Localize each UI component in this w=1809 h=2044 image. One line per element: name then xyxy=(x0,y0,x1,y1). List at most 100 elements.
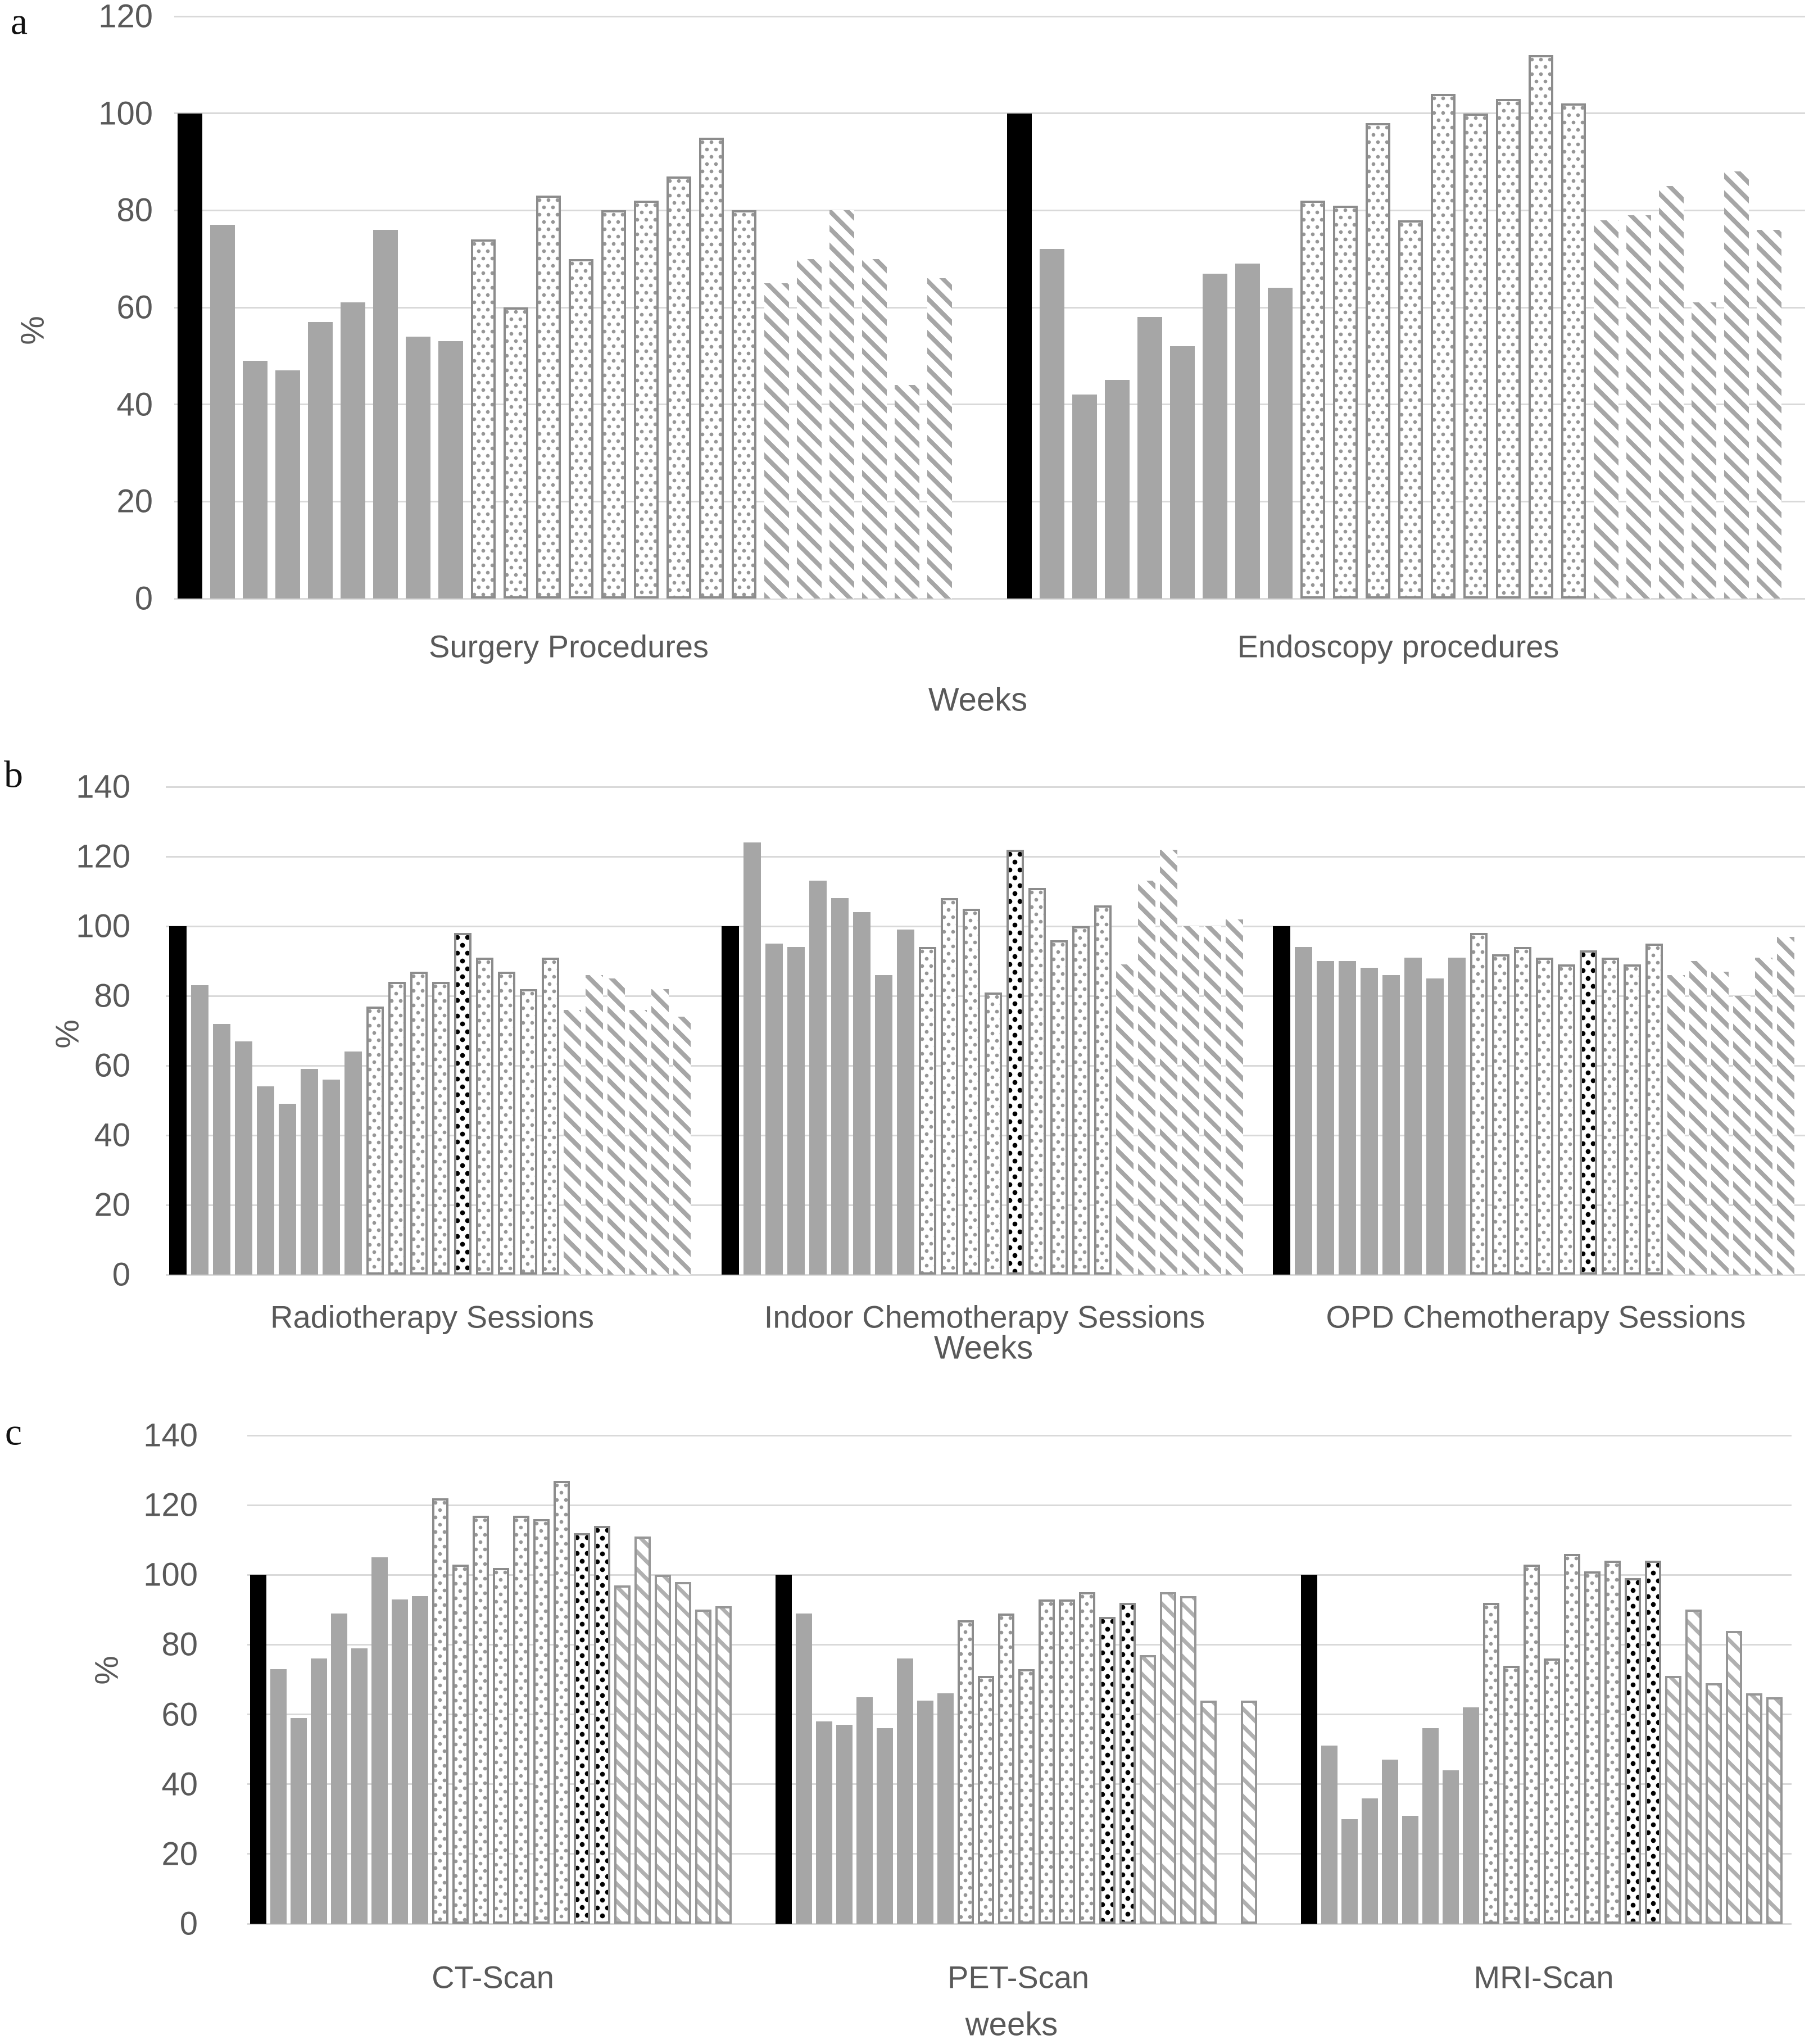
gridline-c-0 xyxy=(247,1923,1792,1925)
bar-c-1-12 xyxy=(1018,1669,1035,1924)
bar-c-1-2 xyxy=(816,1721,832,1924)
bar-b-2-6 xyxy=(1404,958,1422,1275)
bar-b-2-11 xyxy=(1514,947,1531,1275)
panel-letter-a: a xyxy=(10,0,28,43)
bar-a-1-10 xyxy=(1333,206,1358,599)
bar-a-0-22 xyxy=(895,385,919,599)
y-axis-title-b: % xyxy=(49,1019,86,1049)
bar-c-1-8 xyxy=(937,1693,954,1924)
bar-c-1-10 xyxy=(978,1676,994,1924)
bar-b-1-1 xyxy=(743,842,761,1275)
y-tick-label-b-140: 140 xyxy=(76,768,130,805)
gridline-a-0 xyxy=(174,597,1805,600)
y-tick-label-a-60: 60 xyxy=(116,289,153,326)
bar-b-2-9 xyxy=(1470,933,1488,1275)
bar-a-1-3 xyxy=(1105,380,1130,599)
bar-b-0-7 xyxy=(323,1080,340,1275)
bar-b-2-20 xyxy=(1711,972,1729,1275)
y-tick-label-a-100: 100 xyxy=(98,95,153,132)
bar-a-1-0 xyxy=(1007,114,1032,599)
bar-c-0-21 xyxy=(675,1582,691,1924)
bar-b-1-23 xyxy=(1226,919,1243,1275)
bar-b-2-15 xyxy=(1602,958,1619,1275)
bar-a-0-19 xyxy=(797,259,822,599)
bar-a-0-14 xyxy=(634,201,659,599)
panel-letter-b: b xyxy=(4,753,23,796)
bar-b-1-13 xyxy=(1006,850,1024,1275)
bar-b-0-14 xyxy=(476,958,493,1275)
bar-group-c-2 xyxy=(1301,1435,1787,1924)
bar-c-2-9 xyxy=(1483,1603,1499,1924)
bar-a-1-20 xyxy=(1659,186,1684,599)
bar-c-1-23 xyxy=(1241,1701,1257,1924)
bar-b-2-12 xyxy=(1536,958,1553,1275)
bar-b-0-1 xyxy=(191,985,208,1275)
bar-a-0-1 xyxy=(210,225,235,599)
bar-c-0-6 xyxy=(371,1557,388,1924)
group-label-b-0: Radiotherapy Sessions xyxy=(270,1299,594,1335)
bar-c-1-4 xyxy=(856,1697,873,1924)
bar-a-0-4 xyxy=(308,322,333,599)
bar-c-1-6 xyxy=(897,1658,913,1924)
bar-b-1-2 xyxy=(765,944,783,1275)
bar-c-1-14 xyxy=(1059,1599,1075,1924)
bar-c-0-15 xyxy=(554,1481,570,1924)
bar-c-0-7 xyxy=(392,1599,408,1924)
y-tick-label-a-0: 0 xyxy=(134,580,153,617)
bar-c-2-21 xyxy=(1726,1631,1742,1924)
bar-group-b-1 xyxy=(722,787,1248,1275)
bar-c-1-0 xyxy=(776,1575,792,1924)
bar-group-a-1 xyxy=(1007,16,1789,599)
bar-c-0-14 xyxy=(533,1519,550,1924)
bar-b-2-10 xyxy=(1492,954,1509,1275)
bar-b-0-23 xyxy=(673,1017,691,1275)
bar-c-2-3 xyxy=(1362,1798,1378,1924)
bar-a-0-17 xyxy=(732,210,756,599)
bar-b-1-5 xyxy=(831,898,849,1275)
bar-c-2-7 xyxy=(1443,1770,1459,1924)
bar-c-1-1 xyxy=(796,1614,812,1924)
bar-b-0-4 xyxy=(257,1086,274,1275)
y-tick-label-c-20: 20 xyxy=(161,1835,198,1873)
bar-a-0-23 xyxy=(927,278,952,599)
bar-c-0-13 xyxy=(513,1516,529,1924)
gridline-b-0 xyxy=(166,1273,1805,1276)
x-axis-title-b: Weeks xyxy=(933,1329,1033,1366)
bar-b-1-12 xyxy=(985,992,1002,1275)
bar-a-1-8 xyxy=(1268,288,1293,599)
y-tick-label-a-80: 80 xyxy=(116,192,153,229)
bar-b-2-19 xyxy=(1689,961,1707,1275)
bar-a-1-4 xyxy=(1137,317,1162,599)
bar-b-0-22 xyxy=(651,989,669,1275)
bar-a-1-7 xyxy=(1235,264,1260,599)
bar-c-0-1 xyxy=(270,1669,287,1924)
bar-b-1-15 xyxy=(1050,940,1068,1275)
y-tick-label-a-20: 20 xyxy=(116,483,153,520)
bar-a-1-5 xyxy=(1170,346,1195,599)
bar-b-2-13 xyxy=(1558,964,1575,1275)
y-tick-label-c-0: 0 xyxy=(179,1905,198,1942)
bar-b-1-11 xyxy=(963,909,980,1275)
bar-group-c-1 xyxy=(776,1435,1261,1924)
bar-b-2-0 xyxy=(1273,926,1290,1275)
y-tick-label-b-80: 80 xyxy=(94,977,130,1014)
bar-b-1-8 xyxy=(897,930,914,1275)
bar-c-2-10 xyxy=(1503,1666,1520,1924)
bar-b-1-6 xyxy=(853,912,871,1275)
bar-a-1-22 xyxy=(1724,171,1749,599)
bar-b-0-11 xyxy=(410,972,428,1275)
x-axis-title-a: Weeks xyxy=(928,681,1028,718)
y-tick-label-a-40: 40 xyxy=(116,386,153,423)
bar-a-0-11 xyxy=(536,196,561,599)
y-tick-label-b-20: 20 xyxy=(94,1186,130,1223)
bar-group-b-2 xyxy=(1273,787,1799,1275)
bar-group-b-0 xyxy=(169,787,695,1275)
y-tick-label-c-120: 120 xyxy=(143,1486,198,1524)
bar-b-1-3 xyxy=(787,947,805,1275)
group-label-c-1: PET-Scan xyxy=(947,1959,1090,1995)
bar-a-1-2 xyxy=(1072,395,1097,599)
bar-a-0-15 xyxy=(667,176,691,599)
bar-c-0-9 xyxy=(432,1498,448,1924)
bar-a-0-7 xyxy=(406,337,430,599)
bar-b-0-10 xyxy=(388,982,406,1275)
